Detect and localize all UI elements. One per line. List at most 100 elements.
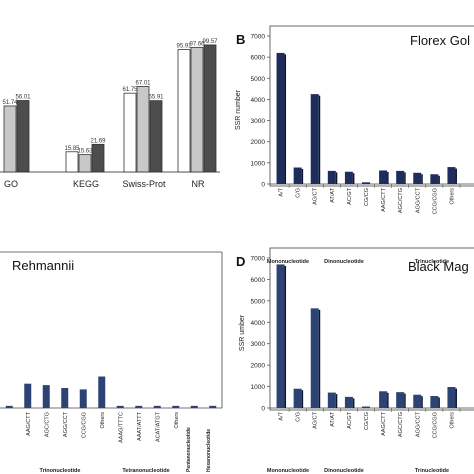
data-label: 95.91 <box>176 44 192 50</box>
bar-shadow <box>301 390 304 408</box>
x-tick-label: AGG/CCT <box>415 411 421 437</box>
bar <box>42 385 50 408</box>
data-label: 99.57 <box>202 39 218 45</box>
x-tick-label: AGC/CTG <box>398 412 404 437</box>
bar-shadow <box>284 54 287 184</box>
chart-title: Rehmannii <box>12 258 74 273</box>
x-tick-label: Others <box>174 412 180 429</box>
y-tick-label: 6000 <box>251 55 266 62</box>
x-tick-label: ACAT/ATGT <box>155 411 161 442</box>
group-label: Trinucleotide <box>415 259 449 265</box>
bar <box>413 394 422 408</box>
bar-shadow <box>438 397 440 408</box>
x-tick-label: AGG/CCT <box>63 411 69 437</box>
x-tick-label: AC/GT <box>347 411 353 428</box>
bar <box>16 100 30 173</box>
ssr-bar-chart-florex: B Florex Gol 0 1000 2000 3000 4000 5000 6000 7000… <box>235 25 474 265</box>
group-label: Tetranonucleotide <box>122 468 169 474</box>
data-label: 55.91 <box>148 95 164 101</box>
bar <box>98 376 106 408</box>
bar <box>3 105 17 173</box>
x-tick-label: C/G <box>296 412 302 422</box>
bar <box>327 170 336 184</box>
bar <box>293 388 302 408</box>
bar <box>413 172 422 184</box>
group-label: Dinonucleotide <box>324 259 364 265</box>
y-tick-label: 6000 <box>251 277 266 284</box>
y-tick-label: 2000 <box>251 139 266 146</box>
x-tick-label: CCG/CGG <box>432 188 438 214</box>
bar <box>153 405 161 408</box>
x-tick-label: AGG/CCT <box>415 187 421 213</box>
bar <box>78 154 92 173</box>
x-tick-label: AAAG/TTTC <box>118 412 124 443</box>
plot-frame <box>269 25 474 187</box>
bar-shadow <box>318 95 321 184</box>
group-label: Dinonucleotide <box>324 468 364 474</box>
group-label: Pentanonucleotide <box>186 427 192 472</box>
y-tick-label: 0 <box>261 406 265 413</box>
x-tick-label: C/G <box>296 188 302 198</box>
bar-shadow <box>318 309 321 408</box>
y-tick-label: 4000 <box>251 320 266 327</box>
y-tick-label: 5000 <box>251 298 266 305</box>
y-tick-label: 0 <box>261 182 265 189</box>
chart-title: Florex Gol <box>410 33 470 48</box>
group-label: Mononucleotide <box>267 259 309 265</box>
x-tick-label: AG/CT <box>313 411 319 428</box>
x-tick-label: Others <box>100 412 106 429</box>
y-tick-label: 7000 <box>251 34 266 41</box>
x-tick-label: AT/AT <box>330 187 336 202</box>
x-tick-label: AAG/CTT <box>381 411 387 435</box>
ssr-bar-chart-rehmannii: Rehmannii AAG/CTT AGC/CTG AGG/CCT CCG/CGG Oth… <box>0 251 223 474</box>
bar <box>91 143 105 173</box>
bar <box>447 387 456 408</box>
x-tick-label: CCG/CGG <box>81 412 87 438</box>
bar-shadow <box>455 388 457 408</box>
bar <box>379 391 388 408</box>
group-label: Trinucleotide <box>415 468 449 474</box>
x-tick-label: CG/CG <box>364 412 370 430</box>
bar <box>310 308 319 408</box>
y-tick-label: 1000 <box>251 384 266 391</box>
bar <box>379 170 388 184</box>
bar <box>344 171 353 184</box>
bar-shadow <box>301 169 304 184</box>
x-tick-label: KEGG <box>73 179 99 189</box>
bar <box>79 389 87 408</box>
x-tick-label: Others <box>449 188 455 205</box>
bar-shadow <box>352 398 355 408</box>
panel-letter: B <box>236 32 245 47</box>
x-tick-label: AGC/CTG <box>398 188 404 213</box>
bar-shadow <box>352 173 355 184</box>
bar <box>344 396 353 408</box>
x-tick-label: AGC/CTG <box>44 412 50 437</box>
data-label: 21.69 <box>90 138 106 144</box>
x-tick-label: AC/GT <box>347 187 353 204</box>
bar <box>24 383 32 408</box>
bar <box>123 92 137 173</box>
bar-shadow <box>335 394 338 408</box>
y-tick-label: 4000 <box>251 97 266 104</box>
x-tick-label: A/T <box>279 411 285 420</box>
bar <box>203 44 217 173</box>
bar <box>276 52 285 184</box>
bar <box>116 405 124 408</box>
bar <box>396 170 405 184</box>
bar-shadow <box>404 172 406 184</box>
bar <box>61 387 69 408</box>
bar <box>362 406 370 408</box>
bar <box>430 396 439 408</box>
bar <box>190 46 204 173</box>
x-tick-label: GO <box>4 179 18 189</box>
bar-shadow <box>387 392 389 408</box>
data-label: 61.75 <box>122 87 138 93</box>
bar <box>327 392 336 408</box>
bar-shadow <box>387 171 389 184</box>
bar <box>149 100 163 173</box>
plot-frame <box>269 247 474 411</box>
x-tick-label: AAAT/ATTT <box>137 411 143 440</box>
y-tick-label: 3000 <box>251 341 266 348</box>
